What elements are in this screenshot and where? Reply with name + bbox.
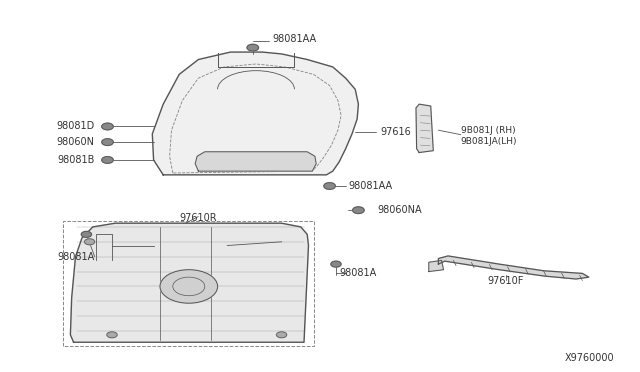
Polygon shape [70, 223, 308, 342]
Text: 98081A: 98081A [58, 252, 95, 262]
Polygon shape [195, 152, 316, 171]
Circle shape [324, 183, 335, 189]
Circle shape [276, 332, 287, 338]
Circle shape [81, 231, 92, 237]
Polygon shape [429, 260, 444, 272]
Circle shape [102, 157, 113, 163]
Text: 9B081J (RH): 9B081J (RH) [461, 126, 515, 135]
Circle shape [251, 46, 255, 49]
Circle shape [353, 207, 364, 214]
Text: 9B081JA(LH): 9B081JA(LH) [461, 137, 517, 146]
Circle shape [328, 185, 332, 187]
Text: 98081B: 98081B [58, 155, 95, 165]
Circle shape [331, 261, 341, 267]
Circle shape [106, 141, 109, 143]
Text: 98081A: 98081A [339, 269, 376, 278]
Circle shape [106, 159, 109, 161]
Text: 98081AA: 98081AA [349, 181, 393, 191]
Text: 97616: 97616 [381, 127, 412, 137]
Text: 98060N: 98060N [57, 137, 95, 147]
Circle shape [107, 332, 117, 338]
Text: 98081D: 98081D [56, 122, 95, 131]
Circle shape [247, 44, 259, 51]
Circle shape [102, 139, 113, 145]
Text: 97610R: 97610R [180, 213, 217, 222]
Polygon shape [152, 52, 358, 175]
Circle shape [106, 125, 109, 128]
Text: 97610F: 97610F [488, 276, 524, 286]
Text: 98081AA: 98081AA [272, 34, 316, 44]
Text: X9760000: X9760000 [564, 353, 614, 363]
Circle shape [356, 209, 360, 211]
Polygon shape [416, 104, 433, 153]
Circle shape [102, 123, 113, 130]
Circle shape [160, 270, 218, 303]
Circle shape [84, 239, 95, 245]
Polygon shape [438, 256, 589, 279]
Text: 98060NA: 98060NA [378, 205, 422, 215]
